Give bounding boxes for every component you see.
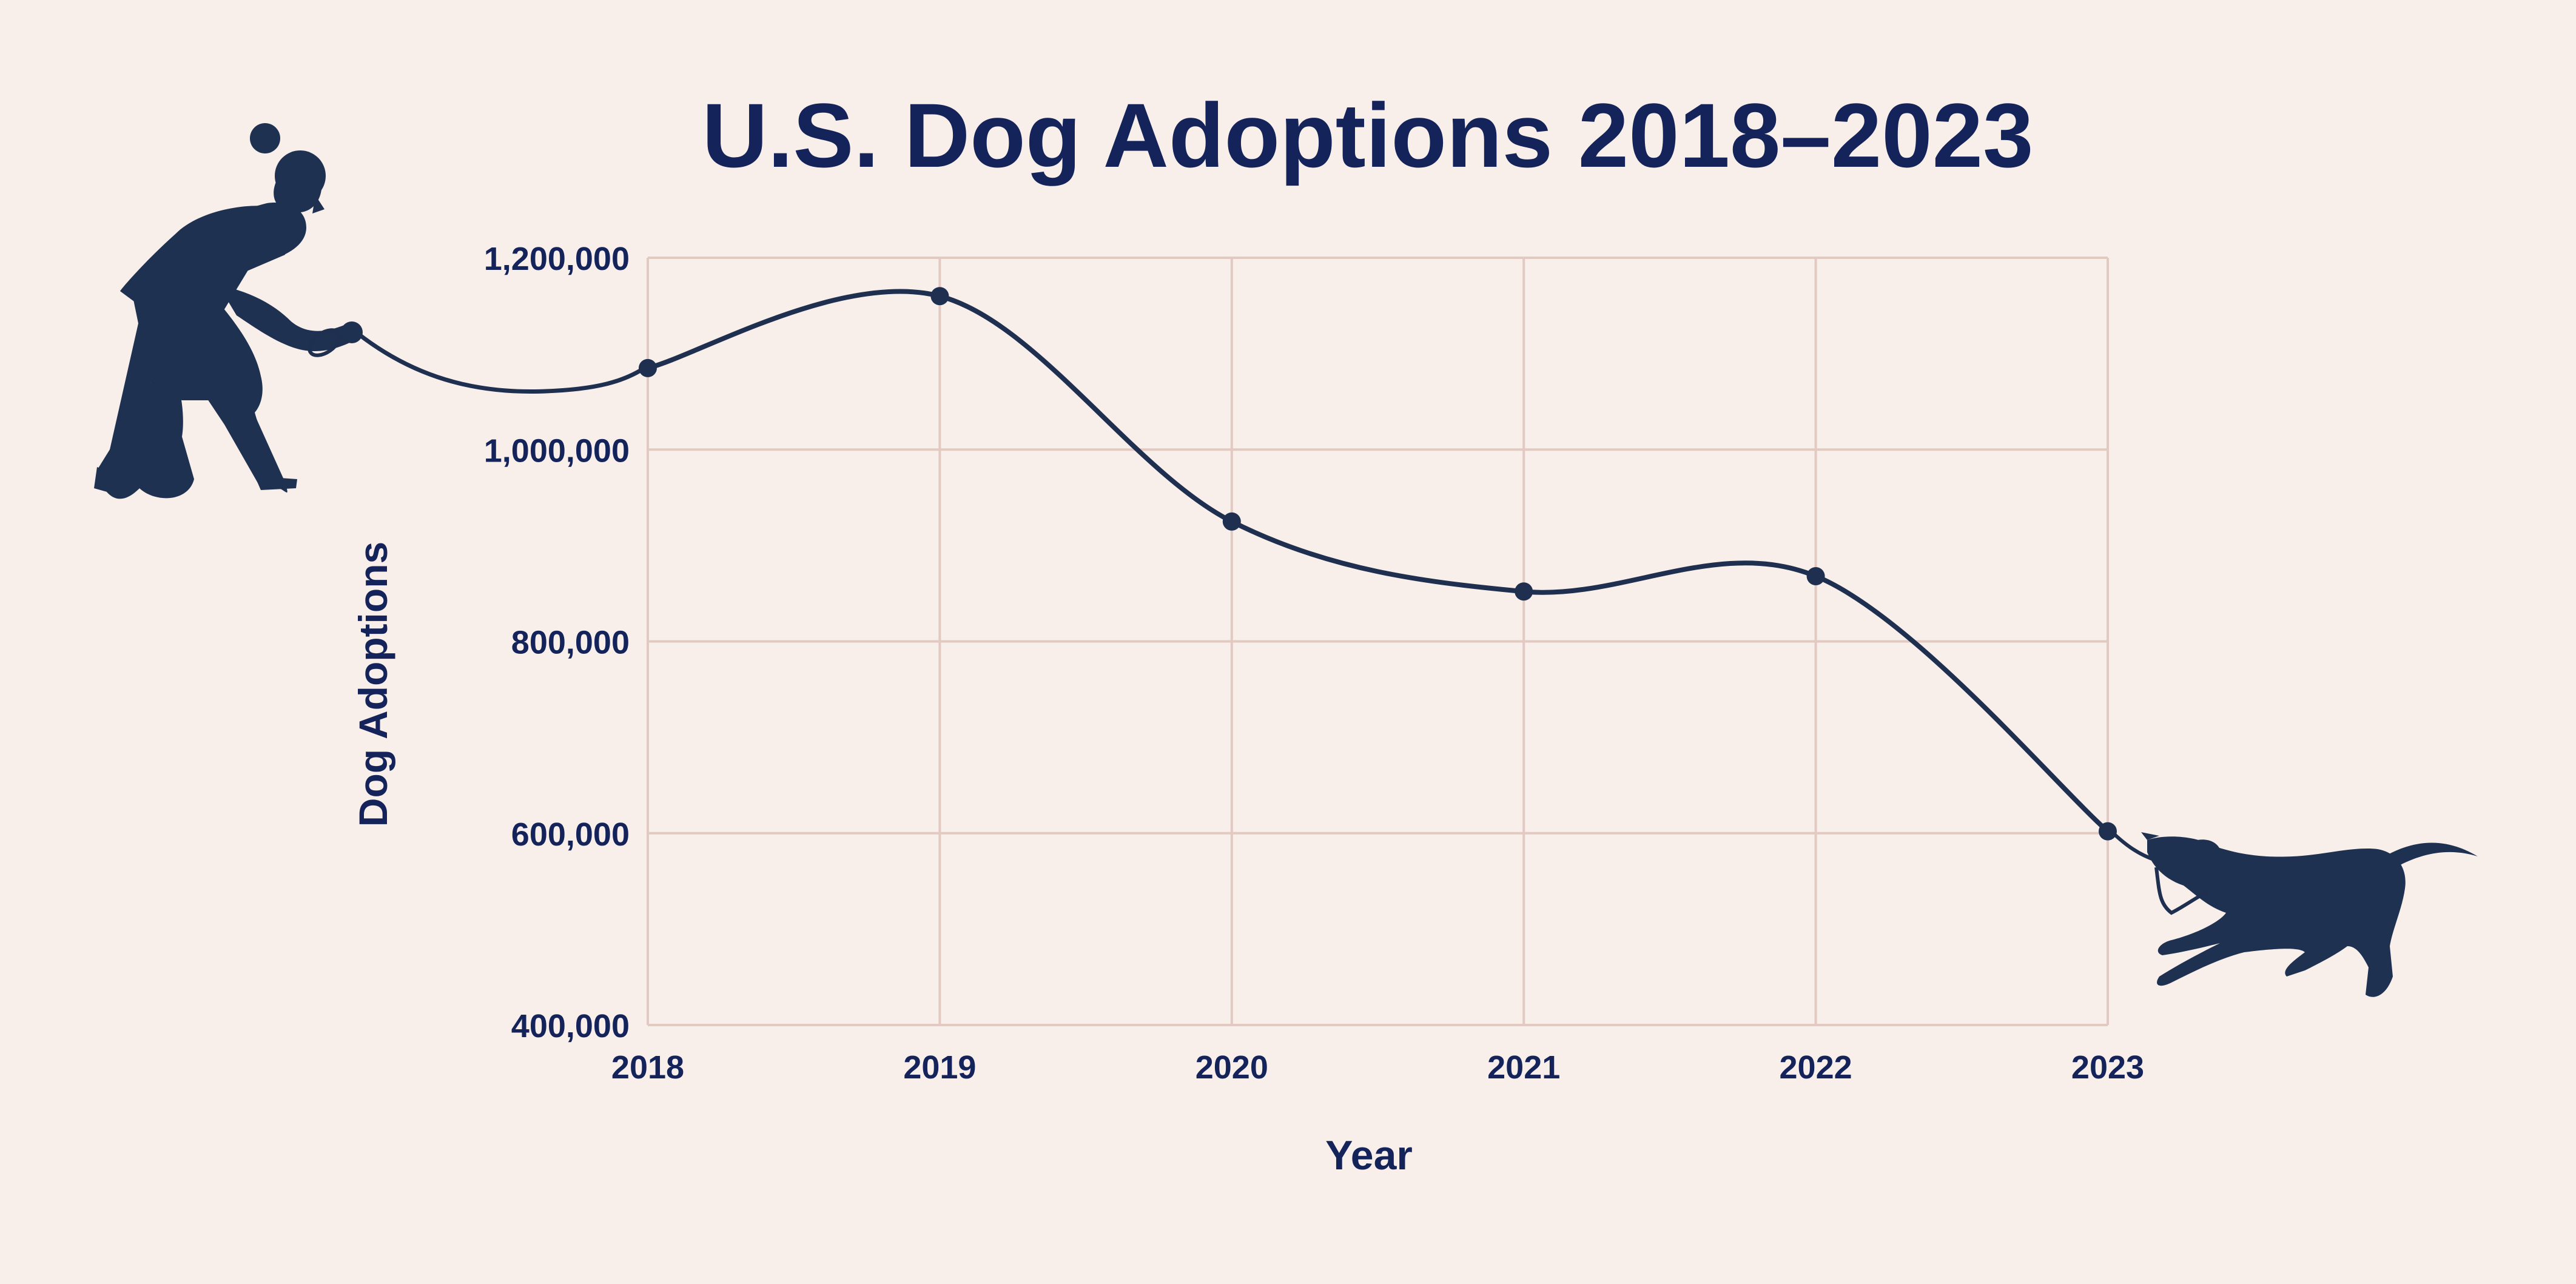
x-tick-label: 2020 bbox=[1196, 1049, 1268, 1086]
x-tick-label: 2023 bbox=[2071, 1049, 2144, 1086]
x-tick-label: 2022 bbox=[1780, 1049, 1852, 1086]
data-point bbox=[1806, 566, 1825, 585]
data-point bbox=[930, 287, 949, 306]
data-point bbox=[1515, 582, 1533, 601]
leash-line-left bbox=[356, 332, 650, 394]
woman-walking-silhouette-icon bbox=[94, 123, 363, 499]
x-axis-label: Year bbox=[1325, 1132, 1413, 1178]
data-point bbox=[639, 358, 657, 377]
y-tick-labels: 400,000 600,000 800,000 1,000,000 1,200,000 bbox=[484, 241, 630, 1044]
dog-pulling-leash-silhouette-icon bbox=[2141, 832, 2478, 997]
x-tick-label: 2018 bbox=[611, 1049, 684, 1086]
series-line bbox=[645, 289, 2110, 834]
y-tick-label: 400,000 bbox=[511, 1008, 630, 1044]
data-points bbox=[639, 287, 2117, 841]
y-tick-label: 600,000 bbox=[511, 816, 630, 853]
x-tick-labels: 2018 2019 2020 2021 2022 2023 bbox=[611, 1049, 2144, 1086]
y-tick-label: 800,000 bbox=[511, 625, 630, 661]
y-tick-label: 1,200,000 bbox=[484, 241, 630, 277]
x-tick-label: 2019 bbox=[903, 1049, 976, 1086]
grid bbox=[647, 257, 2109, 1026]
data-point bbox=[2099, 822, 2117, 841]
y-tick-label: 1,000,000 bbox=[484, 432, 630, 469]
chart-title: U.S. Dog Adoptions 2018–2023 bbox=[702, 84, 2033, 186]
data-point bbox=[1222, 512, 1241, 531]
y-axis-label: Dog Adoptions bbox=[351, 542, 395, 827]
x-tick-label: 2021 bbox=[1487, 1049, 1560, 1086]
